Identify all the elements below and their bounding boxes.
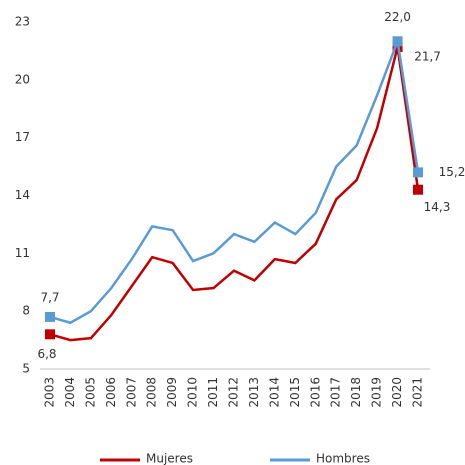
data-label: 15,2	[439, 165, 465, 179]
y-tick-label: 20	[15, 72, 30, 86]
x-tick-label: 2015	[288, 377, 302, 408]
data-label: 7,7	[40, 290, 59, 304]
x-tick-label: 2014	[267, 377, 281, 408]
x-tick-label: 2018	[349, 377, 363, 408]
marker	[45, 329, 55, 340]
y-tick-label: 14	[15, 188, 30, 202]
legend-label: Mujeres	[146, 452, 193, 465]
data-label: 21,7	[414, 50, 441, 64]
line	[49, 36, 420, 325]
y-tick-label: 5	[22, 362, 30, 376]
x-tick-label: 2006	[104, 377, 118, 408]
x-tick-label: 2008	[145, 377, 159, 408]
data-label: 6,8	[37, 347, 56, 361]
y-tick-label: 23	[15, 15, 30, 29]
x-tick-label: 2016	[308, 377, 322, 408]
x-tick-label: 2021	[411, 377, 425, 408]
x-tick-label: 2017	[329, 377, 343, 408]
x-tick-label: 2012	[227, 377, 241, 408]
x-tick-label: 2004	[63, 377, 77, 408]
x-tick-label: 2020	[390, 377, 404, 408]
x-tick-label: 2009	[165, 377, 179, 408]
x-tick-label: 2007	[124, 377, 138, 408]
x-tick-label: 2011	[206, 377, 220, 408]
x-tick-label: 2013	[247, 377, 261, 408]
marker	[45, 311, 55, 322]
x-tick-label: 2019	[370, 377, 384, 408]
y-tick-label: 8	[22, 304, 30, 318]
y-tick-label: 17	[15, 130, 30, 144]
marker	[413, 184, 423, 195]
x-tick-label: 2010	[186, 377, 200, 408]
marker	[413, 167, 423, 178]
x-tick-label: 2003	[43, 377, 57, 408]
data-label: 14,3	[424, 200, 451, 214]
y-tick-label: 11	[15, 246, 30, 260]
legend-label: Hombres	[316, 452, 370, 465]
x-tick-label: 2005	[83, 377, 97, 408]
data-label: 22,0	[384, 10, 411, 24]
marker	[392, 36, 403, 47]
line	[49, 46, 420, 342]
